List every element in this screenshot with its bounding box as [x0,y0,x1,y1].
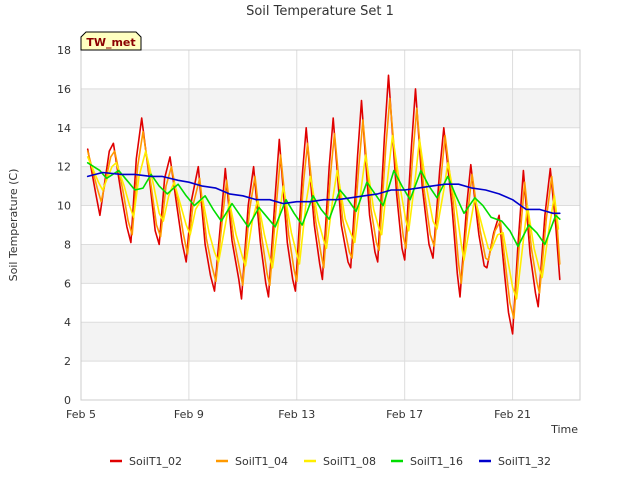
legend-label-soilt1_32: SoilT1_32 [498,455,551,468]
y-axis-label: Soil Temperature (C) [7,169,20,282]
legend: SoilT1_02 SoilT1_04 SoilT1_08 SoilT1_16 Soil… [110,455,551,468]
x-tick-label: Feb 21 [494,408,531,421]
plot-band [81,50,580,89]
legend-label-soilt1_16: SoilT1_16 [410,455,463,468]
x-axis-label: Time [550,423,578,436]
plot-band [81,88,580,128]
plot-band [81,322,580,362]
y-axis-ticks: 0 2 4 6 8 10 12 14 16 18 [57,44,71,407]
station-tag-shape [80,31,142,51]
plot-band [81,283,580,323]
x-axis-ticks: Feb 5 Feb 9 Feb 13 Feb 17 Feb 21 [66,408,531,421]
series-line-soilt1_16 [86,162,561,248]
y-tick-label: 0 [64,394,71,407]
station-label-box: TW_met [80,31,142,51]
plot-area-frame [80,49,581,401]
y-tick-label: 8 [64,238,71,251]
legend-label-soilt1_08: SoilT1_08 [323,455,376,468]
y-tick-label: 18 [57,44,71,57]
y-tick-label: 16 [57,83,71,96]
legend-label-soilt1_02: SoilT1_02 [129,455,182,468]
plot-band [81,244,580,284]
legend-label-soilt1_04: SoilT1_04 [235,455,288,468]
y-tick-label: 10 [57,200,71,213]
chart-title: Soil Temperature Set 1 [246,4,394,19]
y-tick-label: 14 [57,122,71,135]
y-tick-label: 6 [64,277,71,290]
x-tick-label: Feb 9 [174,408,204,421]
y-tick-label: 2 [64,355,71,368]
y-tick-label: 4 [64,316,71,329]
station-label: TW_met [86,36,135,49]
x-tick-label: Feb 5 [66,408,96,421]
x-tick-label: Feb 13 [278,408,315,421]
plot-background-bands [81,50,580,400]
y-tick-label: 12 [57,161,71,174]
x-tick-label: Feb 17 [386,408,423,421]
series-line-soilt1_04 [86,97,561,320]
plot-band [81,361,580,400]
series-line-soilt1_32 [86,171,561,215]
series-lines [86,74,561,335]
